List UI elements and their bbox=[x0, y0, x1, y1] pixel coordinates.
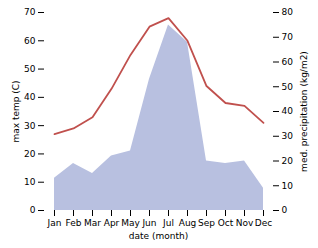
svg-text:Dec: Dec bbox=[255, 218, 272, 228]
svg-text:10: 10 bbox=[282, 181, 294, 191]
svg-text:40: 40 bbox=[24, 92, 36, 102]
svg-text:Jul: Jul bbox=[162, 218, 174, 228]
svg-text:Aug: Aug bbox=[179, 218, 197, 228]
svg-text:60: 60 bbox=[24, 36, 36, 46]
svg-text:Apr: Apr bbox=[104, 218, 120, 228]
svg-text:Jun: Jun bbox=[141, 218, 156, 228]
svg-text:Jan: Jan bbox=[47, 218, 62, 228]
svg-text:Oct: Oct bbox=[218, 218, 234, 228]
svg-text:20: 20 bbox=[282, 156, 294, 166]
svg-text:Sep: Sep bbox=[198, 218, 215, 228]
svg-text:50: 50 bbox=[282, 82, 294, 92]
svg-text:0: 0 bbox=[282, 205, 288, 215]
svg-text:70: 70 bbox=[24, 7, 36, 17]
svg-text:Nov: Nov bbox=[236, 218, 254, 228]
svg-text:Mar: Mar bbox=[84, 218, 101, 228]
svg-text:60: 60 bbox=[282, 57, 294, 67]
svg-text:40: 40 bbox=[282, 106, 294, 116]
svg-text:50: 50 bbox=[24, 64, 36, 74]
svg-text:80: 80 bbox=[282, 7, 294, 17]
svg-text:10: 10 bbox=[24, 177, 36, 187]
svg-text:max temp (C): max temp (C) bbox=[11, 80, 21, 142]
svg-text:date (month): date (month) bbox=[129, 231, 188, 241]
svg-text:20: 20 bbox=[24, 149, 36, 159]
svg-text:med. precipitation (kg/m2): med. precipitation (kg/m2) bbox=[299, 51, 309, 172]
svg-text:Feb: Feb bbox=[66, 218, 82, 228]
svg-text:0: 0 bbox=[30, 205, 36, 215]
svg-text:30: 30 bbox=[282, 131, 294, 141]
svg-text:30: 30 bbox=[24, 121, 36, 131]
svg-text:70: 70 bbox=[282, 32, 294, 42]
svg-text:May: May bbox=[121, 218, 140, 228]
